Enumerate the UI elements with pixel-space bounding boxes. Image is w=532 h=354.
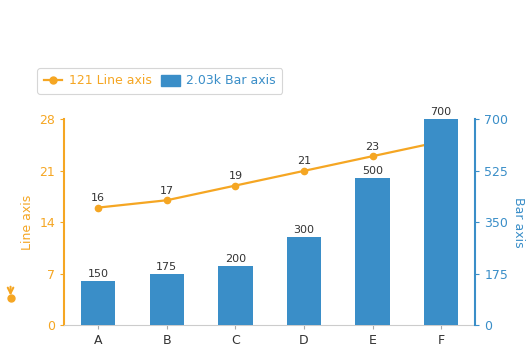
Text: 700: 700 [430, 108, 452, 118]
Bar [218, 266, 253, 325]
Text: 16: 16 [92, 193, 105, 203]
Text: 150: 150 [88, 269, 109, 279]
Text: 200: 200 [225, 254, 246, 264]
Text: 17: 17 [160, 186, 174, 196]
Y-axis label: Bar axis: Bar axis [512, 197, 525, 247]
Bar [355, 178, 389, 325]
Bar [287, 237, 321, 325]
Text: 300: 300 [294, 225, 314, 235]
Bar [424, 120, 458, 325]
Legend: 121 Line axis, 2.03k Bar axis: 121 Line axis, 2.03k Bar axis [37, 68, 282, 94]
Text: 21: 21 [297, 156, 311, 166]
Text: 500: 500 [362, 166, 383, 176]
Text: 23: 23 [365, 142, 380, 152]
Text: 25: 25 [434, 127, 448, 137]
Text: 175: 175 [156, 262, 177, 272]
Bar [81, 281, 115, 325]
Y-axis label: Line axis: Line axis [21, 195, 34, 250]
Text: 19: 19 [228, 171, 243, 181]
Bar [149, 274, 184, 325]
